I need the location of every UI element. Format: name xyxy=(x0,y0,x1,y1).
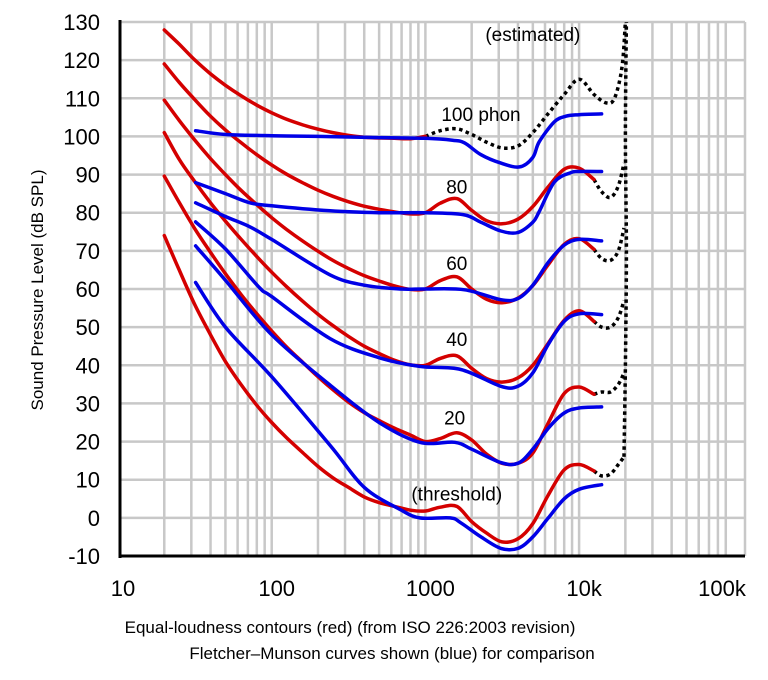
iso-contour-line xyxy=(162,233,596,544)
y-tick-label: 0 xyxy=(88,506,100,531)
fletcher-munson-line xyxy=(193,220,604,390)
estimated-contour-line xyxy=(622,21,629,457)
fletcher-munson-line xyxy=(193,112,604,169)
y-tick-label: 120 xyxy=(63,48,100,73)
y-tick-label: 50 xyxy=(76,315,100,340)
fletcher-munson-line xyxy=(193,201,604,303)
curves xyxy=(162,21,629,552)
y-tick-label: 80 xyxy=(76,201,100,226)
y-tick-label: -10 xyxy=(68,544,100,569)
x-tick-label: 100k xyxy=(698,576,747,601)
curve-label: 80 xyxy=(446,178,467,199)
estimated-contour-line xyxy=(592,162,626,200)
x-tick-label: 1000 xyxy=(406,576,455,601)
iso-contour-line xyxy=(162,62,596,226)
iso-contour-line xyxy=(162,28,428,141)
fletcher-munson-line xyxy=(193,244,604,467)
caption-iso: Equal-loudness contours (red) (from ISO … xyxy=(125,618,576,637)
iso-contour-line xyxy=(162,130,596,384)
x-tick-label: 10k xyxy=(566,576,602,601)
y-tick-label: 30 xyxy=(76,391,100,416)
fletcher-munson-line xyxy=(193,280,604,552)
curve-label: 20 xyxy=(444,408,465,429)
y-tick-label: 130 xyxy=(63,10,100,35)
y-tick-label: 60 xyxy=(76,277,100,302)
y-tick-label: 10 xyxy=(76,468,100,493)
caption-fletcher-munson: Fletcher–Munson curves shown (blue) for … xyxy=(189,644,594,663)
axes: -10 0 10 20 30 40 50 60 70 80 90 100 110 120 130 10 100 1… xyxy=(63,10,747,601)
y-tick-label: 100 xyxy=(63,124,100,149)
x-tick-label: 10 xyxy=(111,576,135,601)
x-tick-label: 100 xyxy=(258,576,295,601)
y-tick-label: 20 xyxy=(76,430,100,455)
estimated-contour-line xyxy=(592,455,626,478)
curve-label: 60 xyxy=(446,254,467,275)
curve-label: (threshold) xyxy=(411,485,502,506)
y-tick-label: 90 xyxy=(76,163,100,188)
annotations: (estimated) 100 phon 80 60 40 20 (threshold) xyxy=(411,25,580,506)
estimated-contour-line xyxy=(593,372,626,396)
y-tick-label: 70 xyxy=(76,239,100,264)
curve-label: (estimated) xyxy=(485,25,580,46)
estimated-contour-line xyxy=(592,299,626,330)
fletcher-munson-line xyxy=(193,169,604,235)
estimated-contour-line xyxy=(592,227,626,263)
y-axis-label: Sound Pressure Level (dB SPL) xyxy=(28,170,47,411)
y-tick-label: 40 xyxy=(76,353,100,378)
y-tick-label: 110 xyxy=(65,86,100,111)
curve-label: 40 xyxy=(446,330,467,351)
curve-label: 100 phon xyxy=(441,105,520,126)
